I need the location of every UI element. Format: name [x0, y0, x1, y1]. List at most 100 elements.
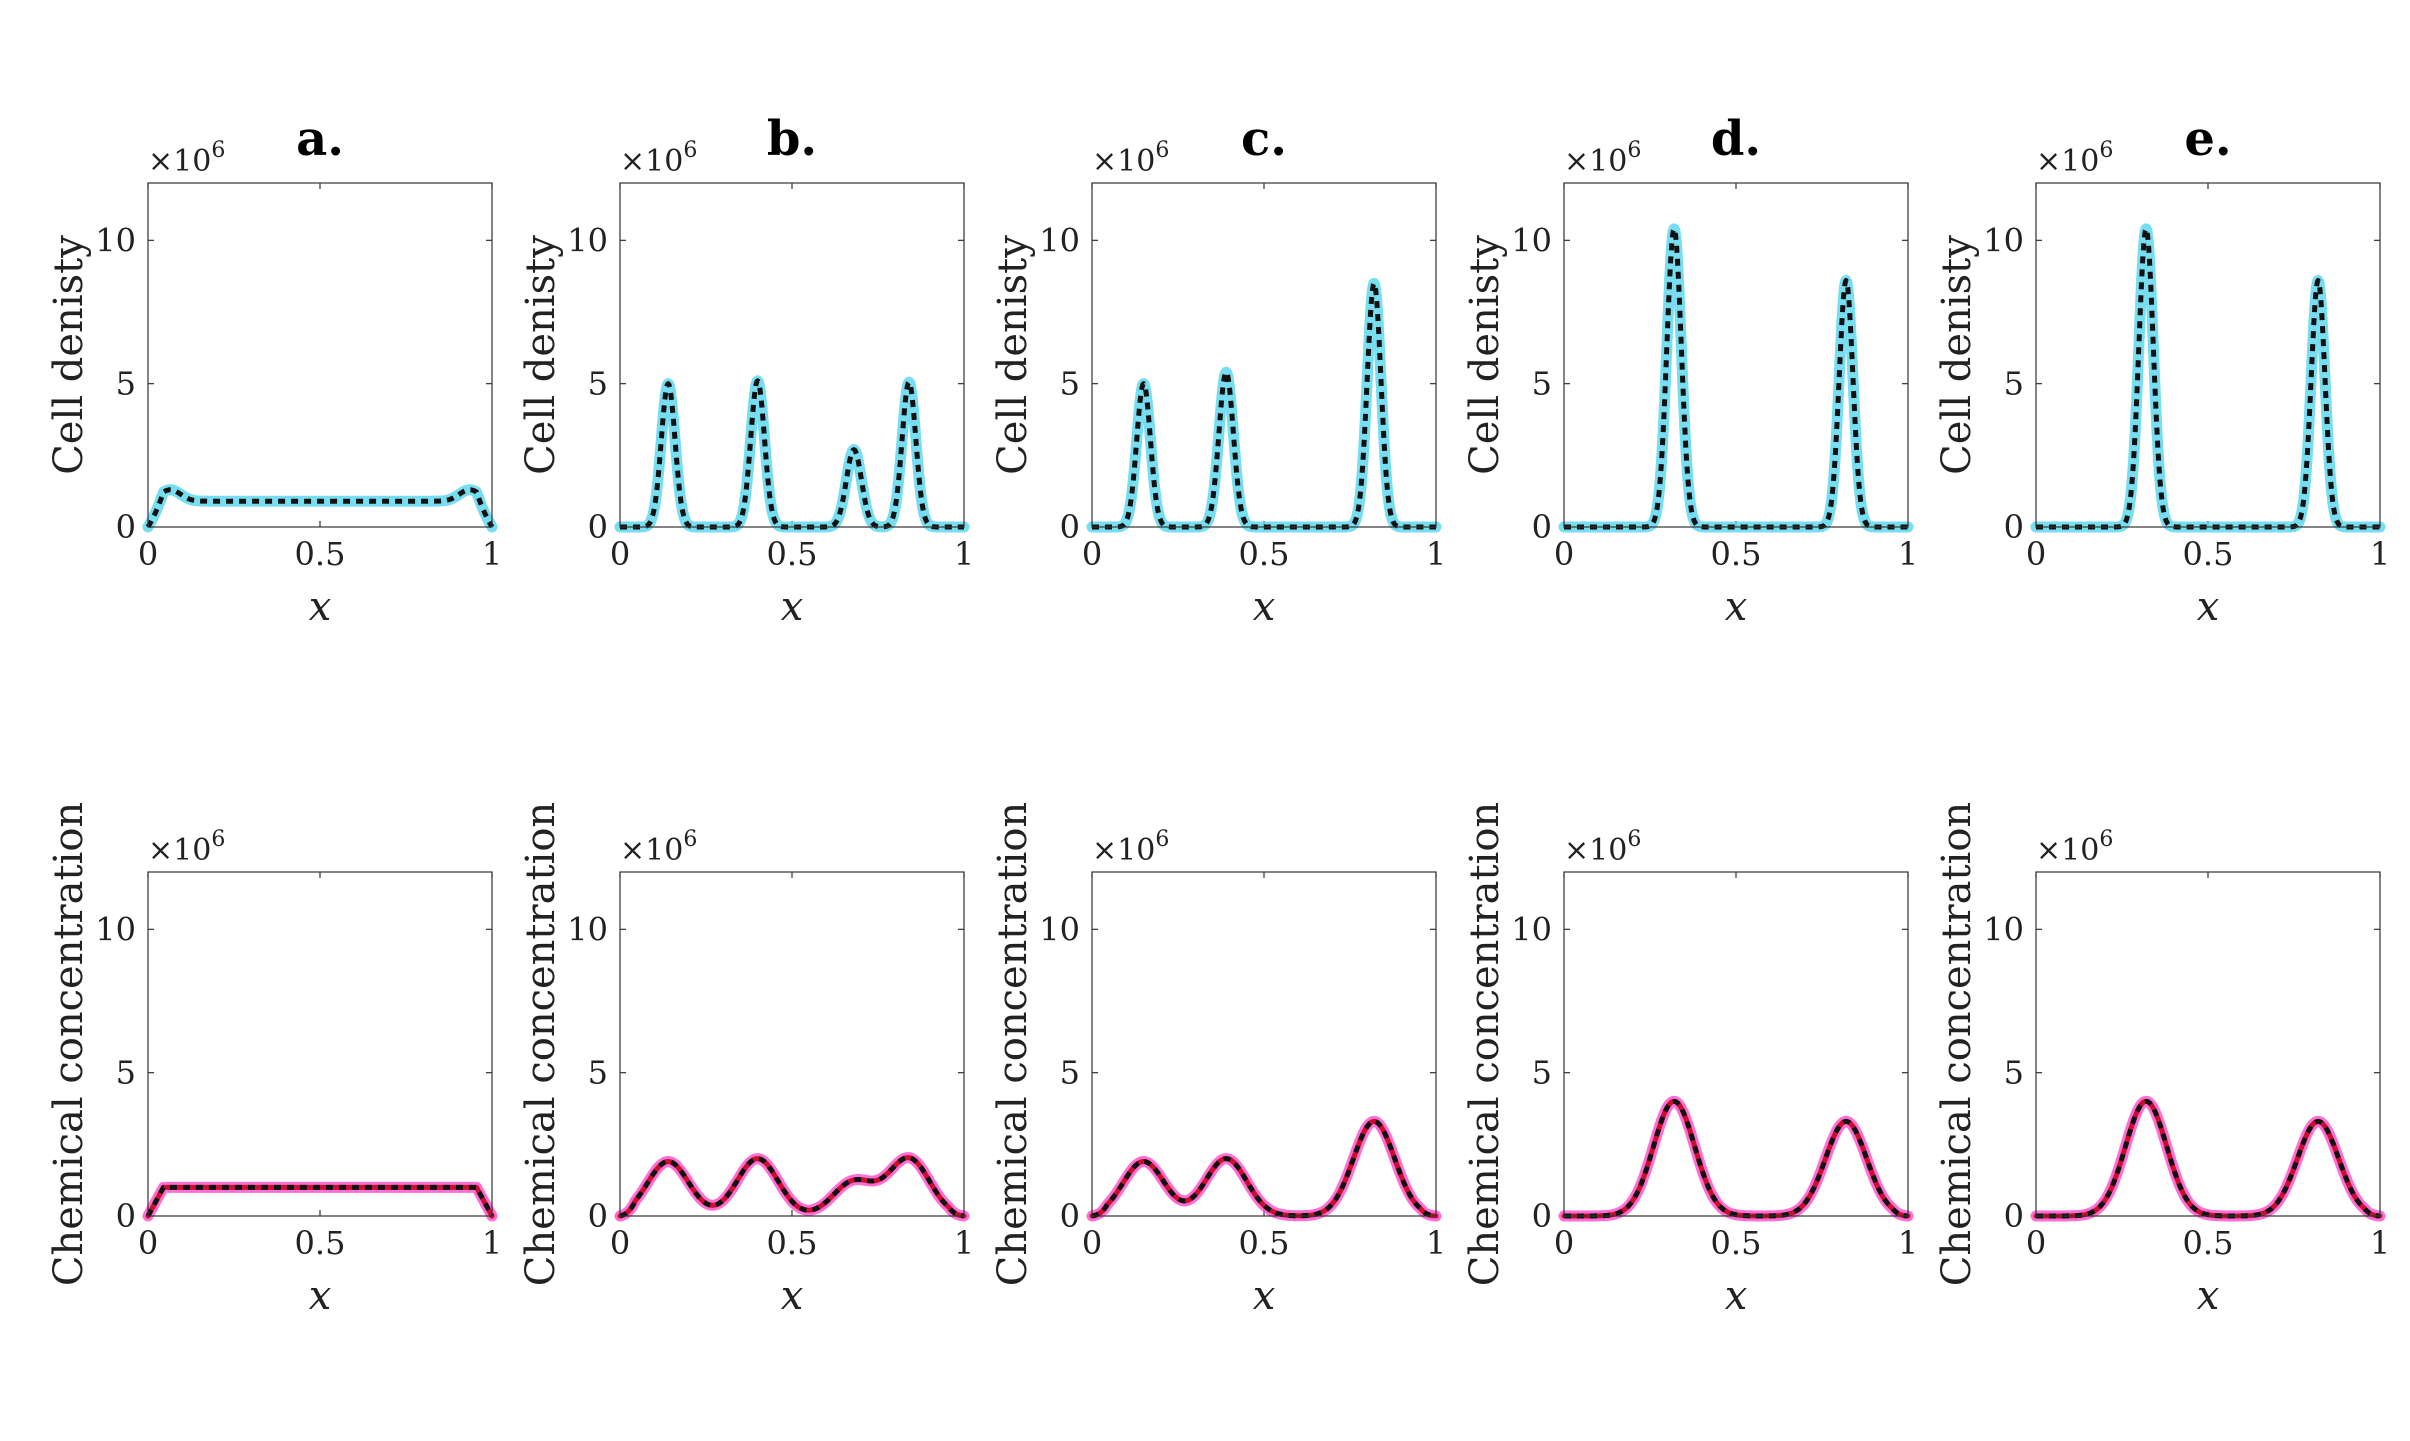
y-axis-label: Cell denisty — [518, 235, 564, 475]
y-axis-label: Chemical concentration — [1934, 802, 1980, 1286]
y-tick-label: 10 — [1039, 221, 1080, 259]
y-tick-label: 0 — [588, 508, 608, 546]
y-multiplier-exponent: 6 — [1155, 827, 1169, 852]
x-axis-label: x — [309, 1273, 332, 1319]
y-multiplier: ×106 — [1564, 827, 1641, 868]
y-multiplier-base: ×10 — [620, 144, 683, 179]
y-tick-label: 0 — [1532, 508, 1552, 546]
plot-frame — [2035, 871, 2381, 1217]
x-axis-label: x — [1725, 584, 1748, 630]
x-tick-label: 0.5 — [2183, 535, 2234, 573]
y-axis-label: Cell denisty — [1934, 235, 1980, 475]
plot-frame — [619, 871, 965, 1217]
y-tick-label: 5 — [1060, 365, 1080, 403]
y-tick-label: 5 — [1060, 1054, 1080, 1092]
plot-frame — [147, 871, 493, 1217]
y-tick-label: 0 — [2004, 508, 2024, 546]
x-tick-label: 1 — [1898, 1224, 1918, 1262]
y-multiplier-exponent: 6 — [683, 138, 697, 163]
series-line-dashed — [1090, 1118, 1438, 1219]
y-axis-label: Cell denisty — [46, 235, 92, 475]
y-tick-label: 5 — [1532, 1054, 1552, 1092]
y-multiplier-base: ×10 — [1564, 144, 1627, 179]
y-axis-label: Cell denisty — [990, 235, 1036, 475]
x-tick-label: 1 — [2370, 1224, 2390, 1262]
x-tick-label: 0 — [138, 1224, 158, 1262]
y-tick-label: 0 — [2004, 1197, 2024, 1235]
y-tick-label: 5 — [116, 1054, 136, 1092]
x-axis-label: x — [1725, 1273, 1748, 1319]
x-axis-label: x — [2197, 584, 2220, 630]
panel-title: c. — [1241, 111, 1287, 167]
x-tick-label: 0 — [1082, 1224, 1102, 1262]
x-tick-label: 0.5 — [1239, 535, 1290, 573]
y-multiplier: ×106 — [1564, 138, 1641, 179]
x-tick-label: 0.5 — [767, 1224, 818, 1262]
y-tick-label: 10 — [95, 910, 136, 948]
y-multiplier-base: ×10 — [2036, 833, 2099, 868]
y-multiplier: ×106 — [2036, 138, 2113, 179]
series-line-dashed — [618, 1155, 966, 1219]
y-tick-label: 0 — [116, 1197, 136, 1235]
y-tick-label: 10 — [567, 910, 608, 948]
y-tick-label: 10 — [1511, 221, 1552, 259]
plot-frame — [147, 182, 493, 528]
x-tick-label: 0 — [2026, 1224, 2046, 1262]
y-axis-label: Cell denisty — [1462, 235, 1508, 475]
y-multiplier: ×106 — [620, 827, 697, 868]
x-tick-label: 1 — [1426, 1224, 1446, 1262]
y-tick-label: 0 — [1532, 1197, 1552, 1235]
x-tick-label: 0 — [610, 1224, 630, 1262]
y-tick-label: 5 — [588, 365, 608, 403]
x-tick-label: 1 — [954, 535, 974, 573]
y-multiplier: ×106 — [620, 138, 697, 179]
x-tick-label: 0.5 — [1711, 1224, 1762, 1262]
plot-frame — [1563, 871, 1909, 1217]
y-tick-label: 5 — [588, 1054, 608, 1092]
plot-frame — [1091, 182, 1437, 528]
x-tick-label: 0.5 — [767, 535, 818, 573]
x-tick-label: 1 — [482, 1224, 502, 1262]
y-multiplier-exponent: 6 — [2099, 138, 2113, 163]
y-multiplier: ×106 — [1092, 827, 1169, 868]
y-tick-label: 10 — [95, 221, 136, 259]
x-tick-label: 0 — [610, 535, 630, 573]
y-multiplier-base: ×10 — [2036, 144, 2099, 179]
y-multiplier: ×106 — [1092, 138, 1169, 179]
y-tick-label: 0 — [588, 1197, 608, 1235]
y-tick-label: 5 — [116, 365, 136, 403]
y-multiplier-base: ×10 — [1564, 833, 1627, 868]
x-axis-label: x — [1253, 584, 1276, 630]
y-multiplier: ×106 — [148, 138, 225, 179]
x-tick-label: 0 — [2026, 535, 2046, 573]
y-tick-label: 10 — [567, 221, 608, 259]
y-tick-label: 10 — [1983, 910, 2024, 948]
x-axis-label: x — [781, 1273, 804, 1319]
x-axis-label: x — [309, 584, 332, 630]
x-tick-label: 0 — [1082, 535, 1102, 573]
series-line-solid — [1558, 1095, 1914, 1222]
y-tick-label: 10 — [1511, 910, 1552, 948]
y-multiplier-exponent: 6 — [1155, 138, 1169, 163]
y-tick-label: 10 — [1983, 221, 2024, 259]
y-tick-label: 5 — [2004, 1054, 2024, 1092]
y-tick-label: 0 — [1060, 508, 1080, 546]
y-multiplier: ×106 — [2036, 827, 2113, 868]
panel-title: e. — [2184, 111, 2231, 167]
series-line-main — [2033, 1098, 2383, 1219]
series-line-dashed — [145, 1184, 495, 1218]
series-line-dashed — [145, 487, 495, 529]
y-tick-label: 0 — [1060, 1197, 1080, 1235]
series-line-solid — [2030, 1095, 2386, 1222]
series-line-dashed — [2034, 1098, 2382, 1219]
panel-title: a. — [296, 111, 344, 167]
x-tick-label: 1 — [1898, 535, 1918, 573]
plot-frame — [1091, 871, 1437, 1217]
y-multiplier-exponent: 6 — [1627, 138, 1641, 163]
x-axis-label: x — [2197, 1273, 2220, 1319]
x-axis-label: x — [781, 584, 804, 630]
plot-frame — [2035, 182, 2381, 528]
x-tick-label: 0.5 — [295, 1224, 346, 1262]
y-axis-label: Chemical concentration — [1462, 802, 1508, 1286]
